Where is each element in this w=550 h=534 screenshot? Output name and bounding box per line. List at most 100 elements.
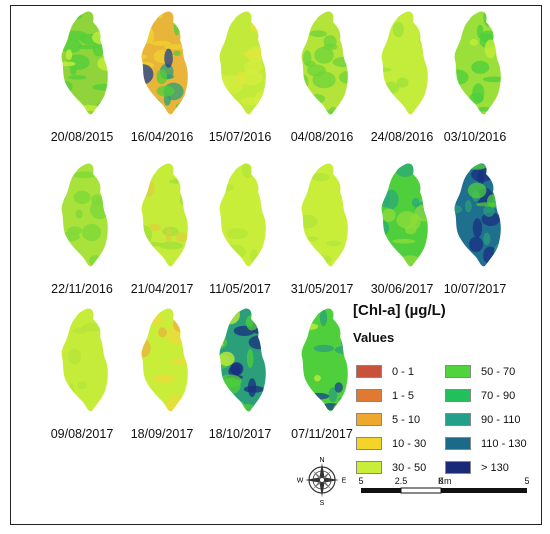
concentration-patch [65, 49, 73, 61]
concentration-patch [312, 71, 336, 89]
compass-south: S [320, 500, 325, 505]
scale-tick-label: 5 [358, 476, 364, 486]
concentration-patch [472, 83, 485, 103]
concentration-patch [246, 348, 254, 369]
concentration-patch [99, 254, 107, 261]
scale-unit: Km [438, 476, 452, 486]
concentration-patch [468, 236, 484, 253]
concentration-patch [97, 56, 108, 71]
legend-label: 1 - 5 [392, 389, 415, 402]
concentration-patch [454, 167, 465, 187]
legend-swatch [445, 461, 471, 474]
concentration-patch [244, 60, 263, 74]
map-date-label: 07/11/2017 [291, 427, 353, 441]
concentration-patch [149, 99, 157, 115]
concentration-patch [146, 99, 162, 115]
concentration-patch [313, 344, 335, 353]
concentration-patch [381, 17, 386, 22]
concentration-patch [96, 101, 108, 109]
concentration-patch [159, 241, 183, 250]
legend-label: > 130 [481, 461, 509, 474]
concentration-patch [255, 21, 264, 36]
concentration-patch [476, 202, 498, 207]
map-date-label: 20/08/2015 [50, 130, 114, 144]
concentration-patch [61, 97, 83, 115]
legend-item: 0 - 1 [356, 364, 414, 379]
concentration-patch [398, 255, 422, 267]
concentration-patch [454, 100, 470, 115]
lake-map-panel [282, 8, 362, 118]
map-date-label: 09/08/2017 [50, 427, 114, 441]
concentration-patch [222, 377, 241, 395]
lake-map-panel [122, 8, 202, 118]
map-date-label: 18/09/2017 [130, 427, 194, 441]
concentration-patch [219, 336, 228, 349]
compass-west: W [297, 478, 304, 485]
legend-swatch [445, 437, 471, 450]
concentration-patch [305, 60, 316, 68]
legend-label: 30 - 50 [392, 461, 427, 474]
legend-values-heading: Values [353, 330, 395, 345]
concentration-patch [164, 48, 173, 68]
concentration-patch [89, 199, 108, 220]
concentration-patch [61, 80, 73, 94]
concentration-patch [141, 54, 148, 60]
lake-map-panel [200, 305, 280, 415]
concentration-patch [301, 73, 309, 91]
concentration-patch [247, 378, 257, 398]
legend-item: 70 - 90 [445, 388, 515, 403]
concentration-patch [396, 77, 409, 88]
legend-item: 10 - 30 [356, 436, 426, 451]
lake-shape [61, 308, 108, 412]
lake-map-panel [362, 160, 442, 270]
concentration-patch [92, 83, 108, 91]
concentration-patch [82, 223, 102, 242]
concentration-patch [165, 228, 173, 243]
legend-swatch [356, 365, 382, 378]
concentration-patch [156, 11, 164, 19]
concentration-patch [173, 18, 180, 36]
concentration-patch [405, 224, 417, 235]
lake-map-panel [282, 160, 362, 270]
concentration-patch [144, 27, 155, 44]
concentration-patch [149, 98, 161, 107]
concentration-patch [67, 13, 83, 20]
concentration-patch [239, 70, 263, 86]
concentration-patch [386, 106, 397, 115]
concentration-patch [243, 51, 263, 57]
concentration-patch [141, 338, 151, 358]
legend-swatch [445, 413, 471, 426]
concentration-patch [156, 69, 168, 85]
concentration-patch [454, 11, 465, 27]
concentration-patch [149, 223, 161, 232]
map-date-label: 11/05/2017 [209, 282, 271, 296]
map-date-label: 03/10/2016 [443, 130, 507, 144]
legend-swatch [445, 389, 471, 402]
concentration-patch [250, 249, 259, 264]
concentration-patch [219, 183, 235, 192]
concentration-patch [384, 189, 399, 210]
concentration-patch [341, 337, 348, 349]
lake-map-panel [42, 160, 122, 270]
concentration-patch [169, 179, 183, 184]
concentration-patch [92, 30, 108, 45]
compass-north: N [319, 457, 324, 464]
concentration-patch [471, 60, 490, 74]
concentration-patch [419, 31, 428, 49]
concentration-patch [141, 225, 153, 245]
concentration-patch [476, 107, 493, 112]
concentration-patch [414, 204, 428, 222]
legend-item: 30 - 50 [356, 460, 426, 475]
concentration-patch [148, 252, 158, 267]
concentration-patch [143, 97, 158, 109]
concentration-patch [68, 383, 75, 402]
concentration-patch [338, 319, 348, 330]
concentration-patch [219, 351, 235, 366]
concentration-patch [219, 341, 224, 347]
concentration-patch [461, 257, 478, 267]
legend-swatch [445, 365, 471, 378]
concentration-patch [334, 382, 343, 393]
concentration-patch [181, 165, 188, 177]
map-date-label: 22/11/2016 [51, 282, 113, 296]
concentration-patch [314, 46, 334, 64]
